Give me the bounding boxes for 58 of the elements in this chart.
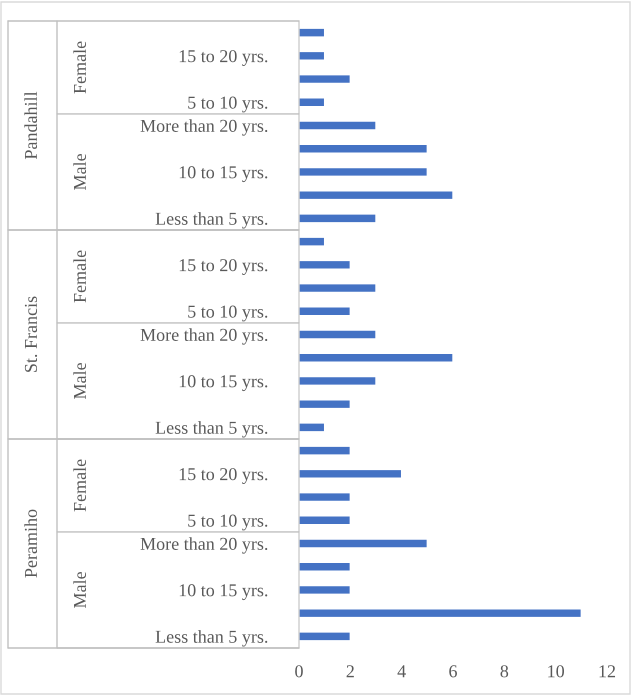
bar bbox=[299, 422, 326, 432]
y-tick-label: Less than 5 yrs. bbox=[156, 421, 268, 438]
y-tick-label: Less than 5 yrs. bbox=[156, 212, 268, 229]
x-tick-label: 0 bbox=[295, 665, 303, 678]
y-tick-label: 15 to 20 yrs. bbox=[180, 50, 268, 66]
text: Male bbox=[73, 363, 86, 399]
y-tick-label: 15 to 20 yrs. bbox=[180, 259, 268, 275]
bar bbox=[299, 120, 377, 131]
y-tick-label: More than 20 yrs. bbox=[140, 328, 268, 345]
bar bbox=[299, 562, 352, 572]
bar bbox=[299, 306, 352, 316]
y-tick-label: 5 to 10 yrs. bbox=[188, 514, 268, 530]
x-tick-label: 2 bbox=[346, 665, 354, 678]
x-tick-label: 10 bbox=[548, 665, 564, 678]
bar bbox=[299, 608, 582, 618]
x-tick-label: 6 bbox=[449, 665, 457, 678]
text: Female bbox=[73, 250, 86, 302]
bar bbox=[299, 50, 326, 61]
bar bbox=[299, 213, 377, 224]
bar bbox=[299, 190, 454, 200]
bar bbox=[299, 538, 428, 549]
bar bbox=[299, 376, 377, 386]
y-tick-label: More than 20 yrs. bbox=[140, 119, 268, 136]
y-tick-label: 10 to 15 yrs. bbox=[180, 375, 268, 392]
text: Pandahill bbox=[24, 92, 38, 160]
bar bbox=[299, 28, 326, 38]
bar bbox=[299, 492, 352, 502]
bar bbox=[299, 584, 352, 596]
bar bbox=[299, 282, 377, 294]
x-tick-label: 12 bbox=[600, 665, 616, 678]
text: Female bbox=[73, 460, 86, 512]
bar bbox=[299, 352, 454, 363]
bar bbox=[299, 260, 352, 270]
text: Male bbox=[73, 154, 86, 190]
bar bbox=[299, 74, 352, 84]
text: Male bbox=[73, 572, 86, 608]
text: Peramiho bbox=[24, 510, 38, 578]
y-tick-label: 10 to 15 yrs. bbox=[180, 584, 268, 600]
bar bbox=[299, 446, 352, 456]
y-tick-label: 10 to 15 yrs. bbox=[180, 166, 268, 182]
y-tick-label: Less than 5 yrs. bbox=[156, 630, 268, 647]
x-tick-label: 4 bbox=[398, 665, 406, 678]
bar bbox=[299, 236, 326, 247]
y-tick-label: 5 to 10 yrs. bbox=[188, 306, 268, 322]
bar bbox=[299, 468, 402, 479]
bar bbox=[299, 631, 352, 642]
bar bbox=[299, 515, 352, 526]
y-tick-label: 15 to 20 yrs. bbox=[180, 468, 268, 484]
text: Female bbox=[73, 42, 86, 94]
text: St. Francis bbox=[24, 296, 38, 372]
bar bbox=[299, 97, 326, 108]
bar bbox=[299, 399, 352, 410]
bar bbox=[299, 144, 428, 154]
y-tick-label: 5 to 10 yrs. bbox=[188, 96, 268, 112]
bar bbox=[299, 329, 377, 340]
bar bbox=[299, 166, 428, 178]
y-tick-label: More than 20 yrs. bbox=[140, 537, 268, 554]
x-tick-label: 8 bbox=[500, 665, 508, 678]
